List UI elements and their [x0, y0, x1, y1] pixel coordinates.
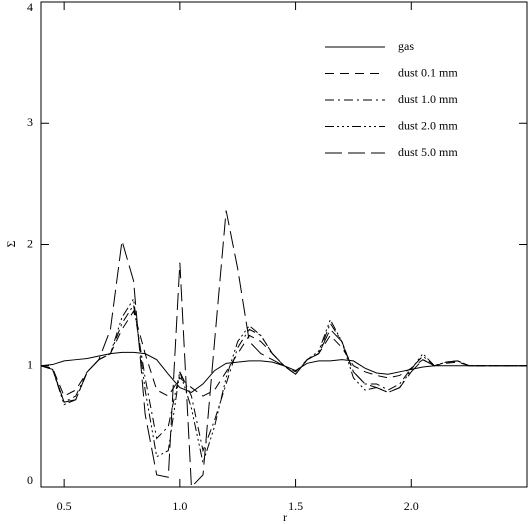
series-line — [40, 351, 527, 394]
legend-label: gas — [398, 39, 414, 53]
series-line — [40, 303, 527, 453]
y-tick-label: 3 — [27, 115, 33, 129]
y-axis-label: Σ — [4, 240, 18, 247]
y-tick-label: 2 — [27, 236, 33, 250]
y-tick-label: 0 — [27, 473, 33, 487]
series-line — [40, 297, 527, 465]
y-tick-label: 1 — [27, 358, 33, 372]
x-tick-label: 0.5 — [57, 499, 72, 513]
legend-label: dust 1.0 mm — [398, 92, 458, 106]
x-axis-label: r — [283, 510, 287, 524]
series-line — [40, 210, 527, 489]
x-tick-label: 1.0 — [172, 499, 187, 513]
x-tick-label: 2.0 — [404, 499, 419, 513]
legend-label: dust 0.1 mm — [398, 65, 458, 79]
x-tick-label: 1.5 — [288, 499, 303, 513]
y-tick-label: 4 — [27, 0, 33, 14]
legend-label: dust 2.0 mm — [398, 118, 458, 132]
legend-label: dust 5.0 mm — [398, 145, 458, 159]
